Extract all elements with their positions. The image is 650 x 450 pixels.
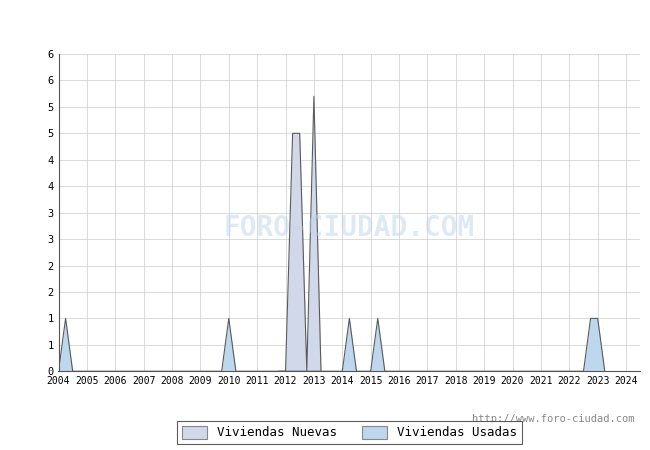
Legend: Viviendas Nuevas, Viviendas Usadas: Viviendas Nuevas, Viviendas Usadas: [177, 421, 522, 444]
Text: Vadillo - Evolucion del Nº de Transacciones Inmobiliarias: Vadillo - Evolucion del Nº de Transaccio…: [75, 16, 575, 31]
Text: FORO-CIUDAD.COM: FORO-CIUDAD.COM: [224, 215, 475, 243]
Text: http://www.foro-ciudad.com: http://www.foro-ciudad.com: [472, 414, 634, 424]
